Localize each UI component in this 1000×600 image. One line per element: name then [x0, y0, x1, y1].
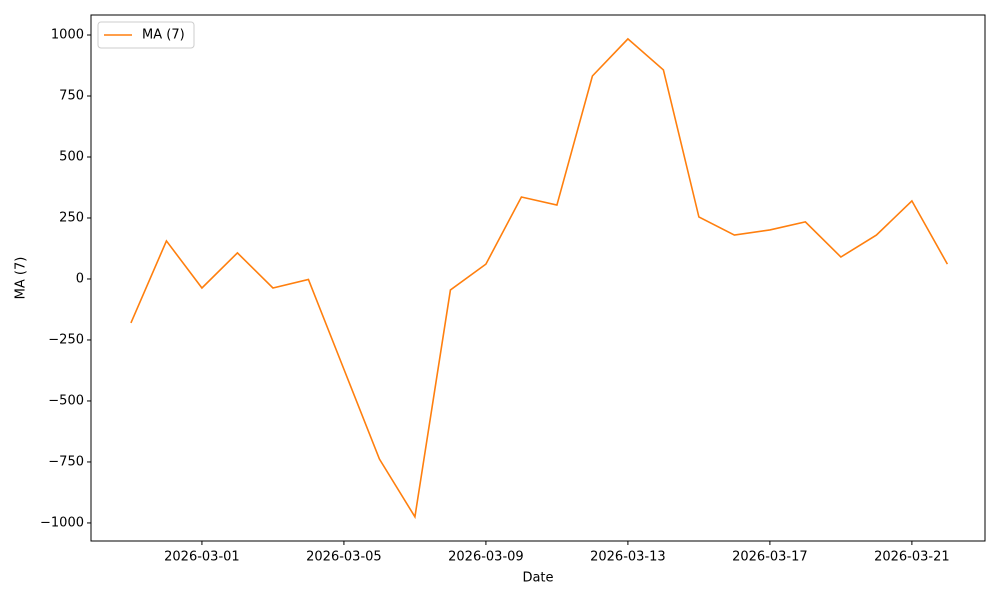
legend: MA (7)	[97, 21, 195, 49]
y-tick-label: 250	[59, 210, 84, 225]
x-tick-label: 2026-03-01	[164, 550, 240, 565]
y-tick-label: 1000	[51, 28, 84, 43]
y-tick-label: −1000	[40, 515, 84, 530]
x-tick-label: 2026-03-09	[448, 550, 524, 565]
y-tick-label: 500	[59, 149, 84, 164]
data-line	[130, 37, 949, 520]
x-tick-label: 2026-03-05	[306, 550, 382, 565]
y-tick-label: −750	[48, 454, 84, 469]
legend-box	[97, 21, 195, 49]
y-tick-label: −250	[48, 332, 84, 347]
y-tick-label: −500	[48, 393, 84, 408]
x-axis-label: Date	[522, 571, 553, 586]
legend-label: MA (7)	[142, 28, 185, 43]
x-tick-label: 2026-03-17	[732, 550, 808, 565]
x-tick-label: 2026-03-13	[590, 550, 666, 565]
y-tick-label: 0	[76, 271, 84, 286]
y-tick-label: 750	[59, 88, 84, 103]
plot-frame	[90, 14, 986, 542]
x-tick-label: 2026-03-21	[874, 550, 950, 565]
y-axis-label: MA (7)	[14, 257, 29, 300]
